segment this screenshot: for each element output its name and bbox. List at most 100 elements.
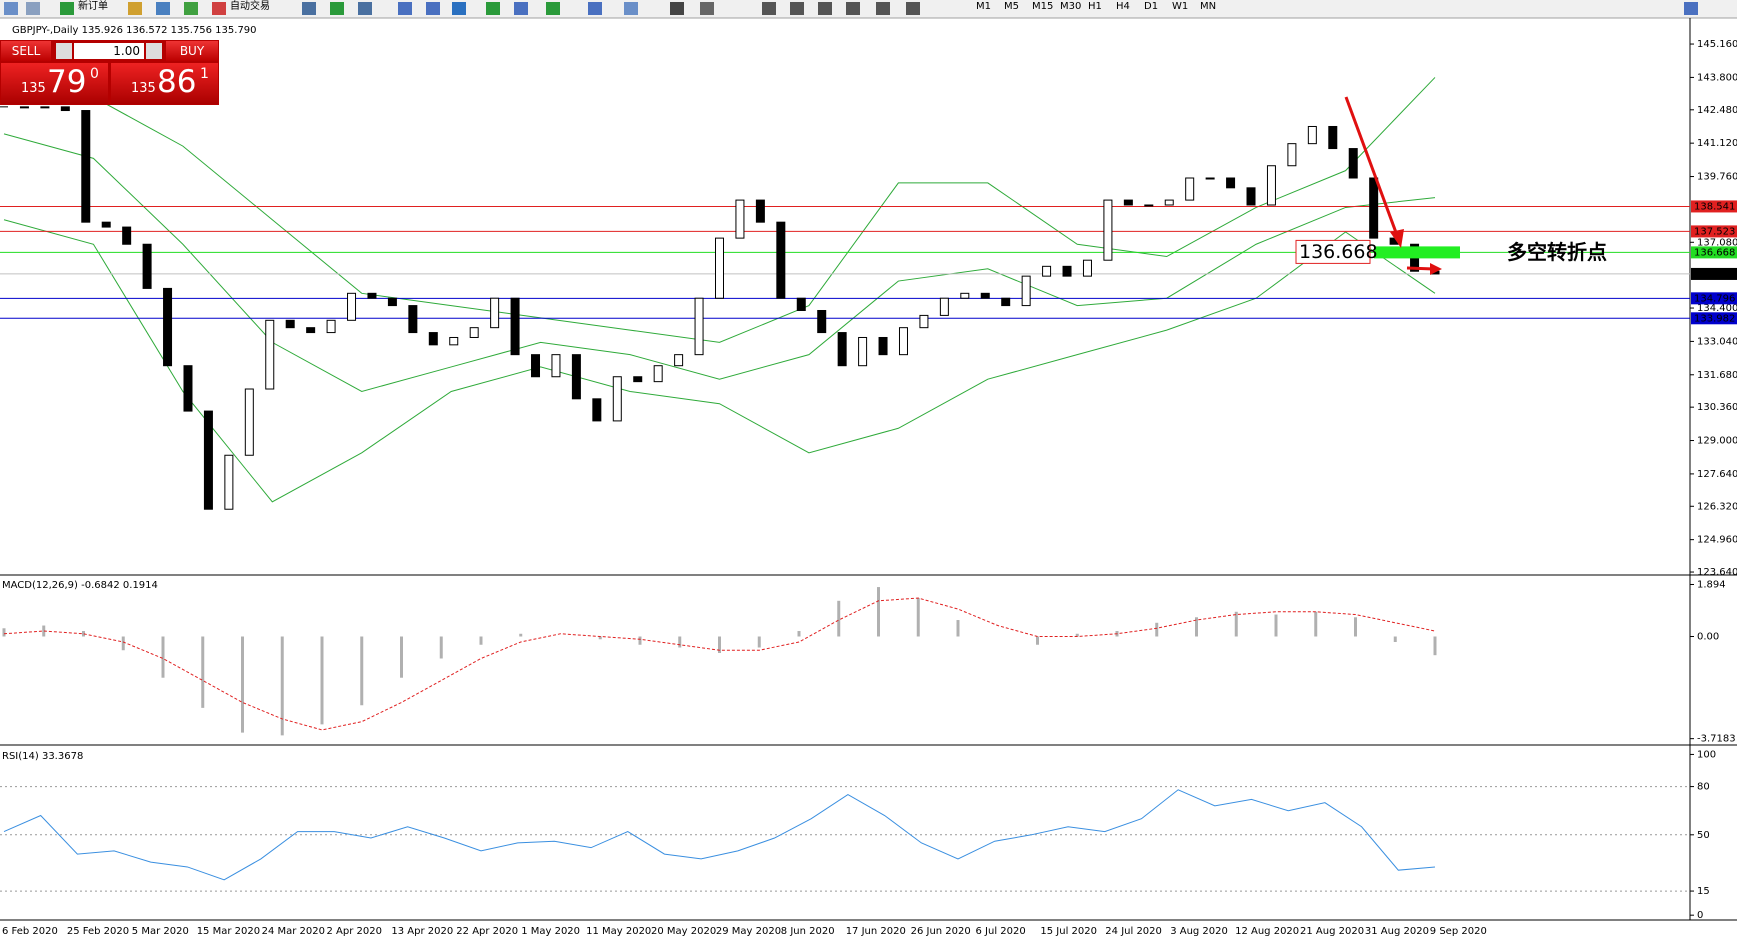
icon[interactable] (1684, 2, 1698, 15)
arrow (1344, 96, 1400, 239)
icon[interactable] (156, 2, 170, 15)
candle (1062, 265, 1072, 277)
sell-button[interactable]: SELL (1, 41, 51, 61)
timeframe-button[interactable]: MN (1200, 1, 1216, 12)
icon[interactable] (26, 2, 40, 15)
y-tick-label: 123.640 (1697, 567, 1737, 578)
icon[interactable] (876, 2, 890, 15)
icon[interactable] (426, 2, 440, 15)
x-tick-label: 22 Apr 2020 (456, 926, 518, 937)
candle (1266, 165, 1276, 206)
candle (1082, 259, 1092, 277)
macd-panel: 1.894 0.00 -3.7183 MACD(12,26,9) -0.6842 0.… (2, 579, 1736, 744)
icon[interactable] (302, 2, 316, 15)
timeframe-button[interactable]: H4 (1116, 1, 1130, 12)
candle (183, 365, 193, 412)
icon[interactable] (358, 2, 372, 15)
one-click-trading: SELL 1.00 BUY 135 79 0 135 86 1 (0, 40, 219, 105)
candle (306, 327, 316, 334)
icon[interactable] (700, 2, 714, 15)
icon[interactable] (588, 2, 602, 15)
icon[interactable] (790, 2, 804, 15)
icon[interactable] (670, 2, 684, 15)
icon[interactable] (514, 2, 528, 15)
buy-button[interactable]: BUY (166, 41, 218, 61)
timeframe-button[interactable]: M1 (976, 1, 991, 12)
buy-price[interactable]: 135 86 1 (111, 63, 218, 104)
icon[interactable] (212, 2, 226, 15)
icon[interactable] (4, 2, 18, 15)
x-tick-label: 9 Sep 2020 (1430, 926, 1487, 937)
icon[interactable] (128, 2, 142, 15)
candle (163, 287, 173, 367)
icon[interactable] (906, 2, 920, 15)
lot-down[interactable] (56, 43, 72, 59)
y-tick-label: 1.894 (1697, 579, 1726, 590)
timeframe-button[interactable]: M30 (1060, 1, 1081, 12)
x-tick-label: 5 Mar 2020 (132, 926, 189, 937)
y-tick-label: 124.960 (1697, 535, 1737, 546)
x-tick-label: 26 Jun 2020 (911, 926, 971, 937)
macd-signal (3, 597, 1436, 731)
price-level-tag (1691, 200, 1737, 213)
price-sup: 0 (90, 66, 99, 82)
candle (1328, 125, 1338, 150)
candle (490, 297, 500, 329)
price-level-tag (1691, 312, 1737, 325)
timeframe-button[interactable]: M15 (1032, 1, 1053, 12)
icon[interactable] (846, 2, 860, 15)
price-prefix: 135 (21, 81, 46, 96)
candle (735, 199, 745, 239)
candle (898, 327, 908, 356)
lot-up[interactable] (146, 43, 162, 59)
icon[interactable] (330, 2, 344, 15)
indicator-title: RSI(14) 33.3678 (2, 751, 83, 762)
icon[interactable] (486, 2, 500, 15)
candle (1369, 177, 1379, 239)
price-level-label: 134.796 (1694, 293, 1735, 304)
y-tick-label: 50 (1697, 830, 1710, 841)
candle (1021, 275, 1031, 307)
candle (81, 110, 91, 223)
y-tick-label: 0.00 (1697, 632, 1719, 643)
toolbar-button[interactable]: 自动交易 (230, 0, 270, 12)
icon[interactable] (818, 2, 832, 15)
timeframe-button[interactable]: W1 (1172, 1, 1188, 12)
icon[interactable] (624, 2, 638, 15)
icon[interactable] (398, 2, 412, 15)
x-tick-label: 6 Feb 2020 (2, 926, 58, 937)
candle (347, 292, 357, 321)
candle (878, 336, 888, 356)
x-tick-label: 1 May 2020 (521, 926, 580, 937)
timeframe-button[interactable]: H1 (1088, 1, 1102, 12)
price-level-label: 138.541 (1694, 201, 1735, 212)
x-tick-label: 12 Aug 2020 (1235, 926, 1299, 937)
candle (1226, 177, 1236, 189)
x-tick-label: 3 Aug 2020 (1170, 926, 1228, 937)
timeframe-button[interactable]: D1 (1144, 1, 1158, 12)
candle (265, 319, 275, 390)
toolbar-button[interactable]: 新订单 (78, 0, 108, 12)
sell-price[interactable]: 135 79 0 (1, 63, 108, 104)
lot-input[interactable]: 1.00 (74, 43, 144, 59)
annotation-text: 多空转折点 (1507, 240, 1607, 264)
candle (40, 106, 50, 109)
candle (715, 237, 724, 299)
y-tick-label: 134.400 (1697, 303, 1737, 314)
price-level-tag (1691, 246, 1737, 259)
icon[interactable] (60, 2, 74, 15)
annotation-box (1295, 239, 1371, 264)
timeframe-button[interactable]: M5 (1004, 1, 1019, 12)
candle (1307, 125, 1317, 145)
price-level-label: 133.982 (1694, 313, 1735, 324)
icon[interactable] (546, 2, 560, 15)
x-tick-label: 11 May 2020 (586, 926, 651, 937)
x-tick-label: 8 Jun 2020 (781, 926, 835, 937)
candle (449, 336, 459, 346)
candle (326, 319, 336, 334)
icon[interactable] (184, 2, 198, 15)
icon[interactable] (452, 2, 466, 15)
icon[interactable] (762, 2, 776, 15)
x-tick-label: 15 Jul 2020 (1040, 926, 1097, 937)
